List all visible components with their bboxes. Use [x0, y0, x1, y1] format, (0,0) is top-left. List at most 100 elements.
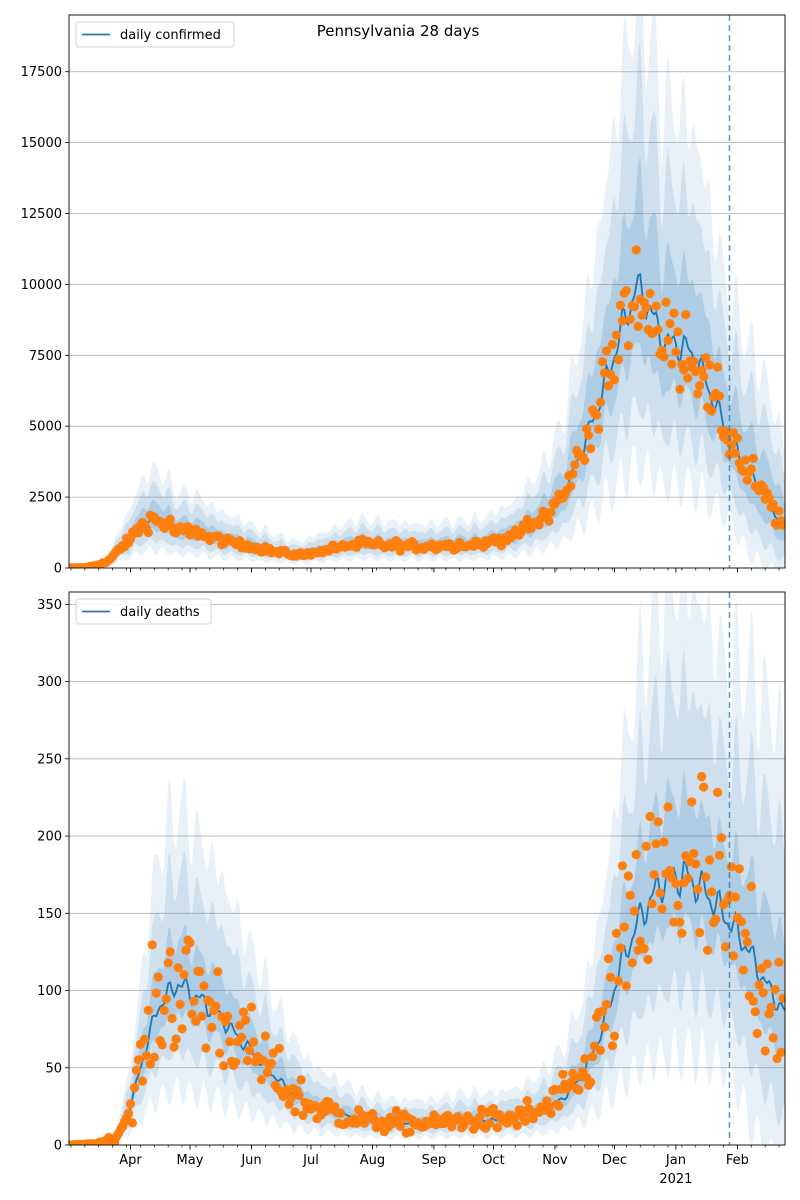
x-tick-label: Jan	[665, 1153, 686, 1168]
data-point	[546, 507, 556, 517]
legend: daily deaths	[75, 598, 212, 625]
x-tick-label: Jul	[302, 1153, 319, 1168]
data-point	[657, 904, 667, 914]
data-point	[683, 873, 693, 884]
data-point	[185, 938, 195, 948]
x-tick-label: May	[177, 1153, 204, 1168]
legend-box	[75, 21, 235, 48]
data-point	[592, 410, 602, 420]
data-point	[607, 339, 618, 350]
data-point	[189, 996, 199, 1006]
y-tick-label: 50	[45, 1061, 62, 1076]
data-point	[768, 499, 778, 509]
data-point	[707, 887, 717, 897]
data-point	[732, 433, 743, 443]
data-point	[677, 928, 687, 938]
data-point	[738, 965, 748, 975]
data-point	[645, 288, 655, 299]
y-tick-label: 100	[37, 984, 62, 999]
data-point	[391, 1105, 401, 1116]
data-point	[711, 914, 721, 924]
data-point	[691, 859, 701, 869]
data-point	[651, 301, 661, 311]
data-point	[641, 841, 651, 851]
data-point	[298, 1110, 308, 1120]
data-point	[651, 839, 661, 849]
data-point	[123, 1108, 134, 1118]
data-point	[169, 1042, 179, 1052]
data-point	[274, 1043, 284, 1053]
data-point	[613, 354, 624, 365]
data-point	[629, 302, 639, 312]
y-tick-label: 15000	[21, 136, 62, 151]
data-point	[736, 917, 747, 927]
data-point	[748, 996, 758, 1006]
uncertainty-band	[69, 37, 785, 568]
data-point	[762, 959, 772, 969]
data-point	[774, 957, 784, 967]
data-point	[512, 1120, 522, 1131]
data-point	[669, 308, 679, 318]
data-point	[240, 1015, 251, 1025]
data-point	[219, 1061, 229, 1071]
data-point	[213, 967, 223, 977]
data-point	[746, 881, 756, 892]
data-point	[641, 303, 651, 313]
data-point	[697, 771, 707, 782]
data-point	[296, 1075, 306, 1085]
data-point	[588, 1051, 598, 1062]
data-point	[653, 817, 663, 827]
data-point	[766, 1002, 776, 1012]
data-point	[778, 520, 785, 530]
data-point	[127, 1118, 138, 1128]
data-point	[171, 1034, 181, 1044]
data-point	[705, 360, 715, 370]
data-point	[611, 928, 622, 938]
data-point	[627, 958, 637, 968]
data-point	[161, 994, 171, 1004]
x-axis: Apr May Jun Jul Aug Sep Oct Nov Dec Jan Feb 2021	[119, 1153, 749, 1187]
data-point	[246, 1002, 257, 1012]
data-point	[742, 475, 752, 485]
data-point	[570, 460, 580, 470]
data-point	[145, 1059, 155, 1069]
data-point	[165, 514, 175, 524]
data-point	[336, 1108, 346, 1118]
data-point	[586, 444, 596, 454]
x-tick-label: Aug	[360, 1153, 385, 1168]
data-point	[713, 787, 723, 798]
data-point	[707, 406, 717, 416]
data-point	[594, 424, 604, 434]
data-point	[637, 310, 647, 320]
data-point	[774, 506, 784, 516]
data-point	[141, 1051, 151, 1061]
data-point	[623, 871, 633, 881]
x-tick-label: Apr	[119, 1153, 142, 1168]
data-point	[625, 314, 635, 324]
data-point	[659, 352, 669, 362]
data-point	[716, 833, 727, 843]
data-point	[405, 1127, 415, 1137]
data-point	[286, 1093, 296, 1103]
data-point	[225, 1037, 235, 1047]
y-tick-label: 17500	[21, 65, 62, 80]
legend-label: daily confirmed	[120, 28, 221, 43]
data-point	[701, 872, 711, 882]
data-point	[639, 944, 649, 954]
data-point	[574, 1085, 584, 1095]
data-point	[760, 1046, 770, 1056]
data-point	[679, 365, 689, 375]
data-point	[625, 890, 635, 901]
y-tick-label: 300	[37, 675, 62, 690]
data-point	[165, 947, 175, 957]
data-point	[266, 1058, 276, 1069]
data-point	[665, 865, 675, 876]
y-tick-label: 5000	[29, 420, 62, 435]
plot-frame	[68, 591, 786, 1146]
data-point	[215, 1048, 225, 1058]
data-point	[615, 943, 626, 953]
data-point	[617, 316, 628, 326]
y-tick-label: 0	[54, 562, 62, 577]
data-point	[693, 389, 703, 399]
